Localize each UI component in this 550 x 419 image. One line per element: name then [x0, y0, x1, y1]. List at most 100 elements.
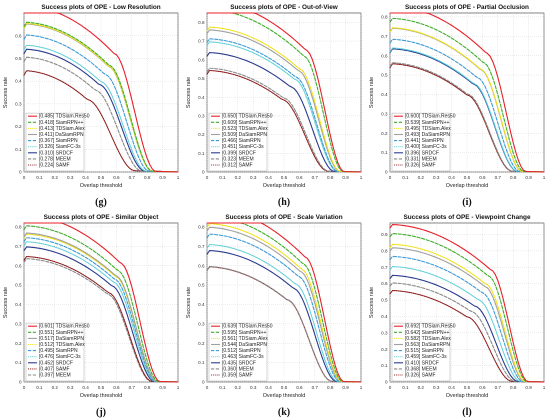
x-axis-label: Overlap threshold: [446, 183, 489, 189]
legend-entry: [0.367] SiamRPN: [39, 138, 78, 144]
y-tick-label: 0.4: [381, 314, 388, 319]
x-axis-label: Overlap threshold: [80, 183, 123, 189]
legend-entry: [0.509] DaSiamRPN: [222, 132, 267, 138]
legend-entry: [0.418] SiamRPN++: [39, 120, 84, 126]
x-tick-label: 0.9: [342, 385, 349, 390]
x-tick-label: 0: [389, 385, 392, 390]
series-line: [389, 223, 545, 383]
y-tick-label: 0: [19, 170, 22, 175]
x-tick-label: 0.9: [342, 175, 349, 180]
series-line: [389, 247, 545, 383]
x-axis-label: Overlap threshold: [446, 393, 489, 399]
legend-entry: [0.441] SiamRPN: [405, 138, 444, 144]
success-plot-svg: Success plots of OPE - Out-of-View 0 0.1 0.…: [186, 4, 363, 208]
y-tick-label: 0.5: [15, 283, 22, 288]
y-tick-label: 0.7: [198, 244, 205, 249]
x-tick-label: 0.9: [159, 175, 166, 180]
legend-entry: [0.326] SiamFC-3s: [39, 144, 81, 150]
series-line: [206, 233, 362, 383]
y-tick-label: 0.6: [198, 57, 205, 62]
x-tick-label: 0: [23, 385, 26, 390]
y-tick-label: 0.6: [198, 263, 205, 268]
x-tick-label: 0.7: [312, 385, 319, 390]
panel-letter: (j): [96, 407, 106, 418]
y-tick-label: 0.1: [15, 147, 22, 152]
legend-entry: [0.495] TDSiam.Alex: [405, 126, 451, 132]
y-axis-label: Success rate: [369, 287, 375, 318]
y-tick-label: 0.3: [15, 101, 22, 106]
x-tick-label: 0.1: [219, 175, 226, 180]
x-tick-label: 0.6: [479, 385, 486, 390]
x-tick-label: 1: [543, 385, 546, 390]
x-tick-label: 0.3: [433, 175, 440, 180]
legend-entry: [0.310] SRDCF: [39, 150, 73, 156]
x-tick-label: 0.5: [98, 385, 105, 390]
legend-entry: [0.466] SiamRPN: [222, 138, 261, 144]
legend-entry: [0.563] DaSiamRPN: [405, 342, 450, 348]
y-tick-label: 0.5: [381, 73, 388, 78]
series-line: [389, 38, 545, 173]
y-tick-label: 0: [19, 380, 22, 385]
y-tick-label: 0.4: [15, 302, 22, 307]
y-tick-label: 0.5: [198, 283, 205, 288]
y-tick-label: 0.1: [15, 360, 22, 365]
series-line: [206, 226, 362, 383]
legend-entry: [0.485] TDSiam.Res50: [39, 114, 90, 120]
x-tick-label: 0.8: [144, 385, 151, 390]
legend-entry: [0.360] MEEM: [222, 366, 254, 372]
legend-entry: [0.512] TDSiam.Alex: [39, 342, 85, 348]
panel-letter: (g): [95, 197, 107, 208]
chart-title: Success plots of OPE - Out-of-View: [230, 4, 338, 11]
x-tick-label: 0.4: [448, 385, 455, 390]
series-line: [206, 26, 362, 173]
x-tick-label: 1: [177, 385, 180, 390]
series-line: [206, 223, 362, 383]
series-line: [389, 232, 545, 383]
x-tick-label: 0.2: [52, 175, 59, 180]
x-tick-label: 1: [177, 175, 180, 180]
series-line: [206, 38, 362, 173]
y-tick-label: 0.1: [381, 150, 388, 155]
legend-entry: [0.410] SRDCF: [405, 360, 439, 366]
legend-entry: [0.551] SiamRPN++: [39, 330, 84, 336]
chart-title: Success plots of OPE - Similar Object: [44, 214, 160, 221]
x-tick-label: 0.6: [296, 385, 303, 390]
y-tick-label: 0.9: [381, 232, 388, 237]
chart-panel-viewpoint-change: Success plots of OPE - Viewpoint Change 0…: [366, 210, 549, 419]
legend-entry: [0.331] MEEM: [405, 156, 437, 162]
series-line: [23, 21, 179, 173]
y-tick-label: 0: [202, 170, 205, 175]
x-tick-label: 0.5: [98, 175, 105, 180]
y-tick-label: 0.1: [198, 360, 205, 365]
chart-panel-out-of-view: Success plots of OPE - Out-of-View 0 0.1 0.…: [183, 0, 366, 209]
x-tick-label: 0.4: [82, 175, 89, 180]
series-line: [389, 282, 545, 383]
legend-entry: [0.692] TDSiam.Res50: [405, 324, 456, 330]
chart-panel-low-resolution: Success plots of OPE - Low Resolution 0 0.…: [0, 0, 183, 209]
x-tick-label: 0.6: [296, 175, 303, 180]
y-tick-label: 0.3: [15, 321, 22, 326]
y-tick-label: 0: [385, 380, 388, 385]
y-tick-label: 0.4: [198, 95, 205, 100]
legend-entry: [0.493] DaSiamRPN: [405, 132, 450, 138]
series-line: [389, 255, 545, 383]
y-tick-label: 0.4: [381, 92, 388, 97]
y-tick-label: 0.8: [198, 224, 205, 229]
legend-entry: [0.452] SRDCF: [39, 360, 73, 366]
series-line: [389, 27, 545, 173]
legend-entry: [0.539] SiamRPN++: [405, 120, 450, 126]
x-tick-label: 0.3: [67, 175, 74, 180]
y-axis-label: Success rate: [186, 77, 192, 108]
legend-entry: [0.459] SiamFC-3s: [405, 354, 447, 360]
success-plot-svg: Success plots of OPE - Similar Object 0 0.…: [3, 214, 180, 418]
series-line: [206, 52, 362, 173]
x-tick-label: 0.2: [235, 175, 242, 180]
x-tick-label: 0.5: [281, 175, 288, 180]
x-tick-label: 0.8: [327, 175, 334, 180]
x-axis-label: Overlap threshold: [80, 393, 123, 399]
x-tick-label: 0.3: [250, 175, 257, 180]
legend-entry: [0.368] MEEM: [405, 366, 437, 372]
chart-panel-partial-occlusion: Success plots of OPE - Partial Occlusion…: [366, 0, 549, 209]
legend-entry: [0.397] MEEM: [39, 373, 71, 379]
chart-title: Success plots of OPE - Low Resolution: [41, 4, 160, 11]
